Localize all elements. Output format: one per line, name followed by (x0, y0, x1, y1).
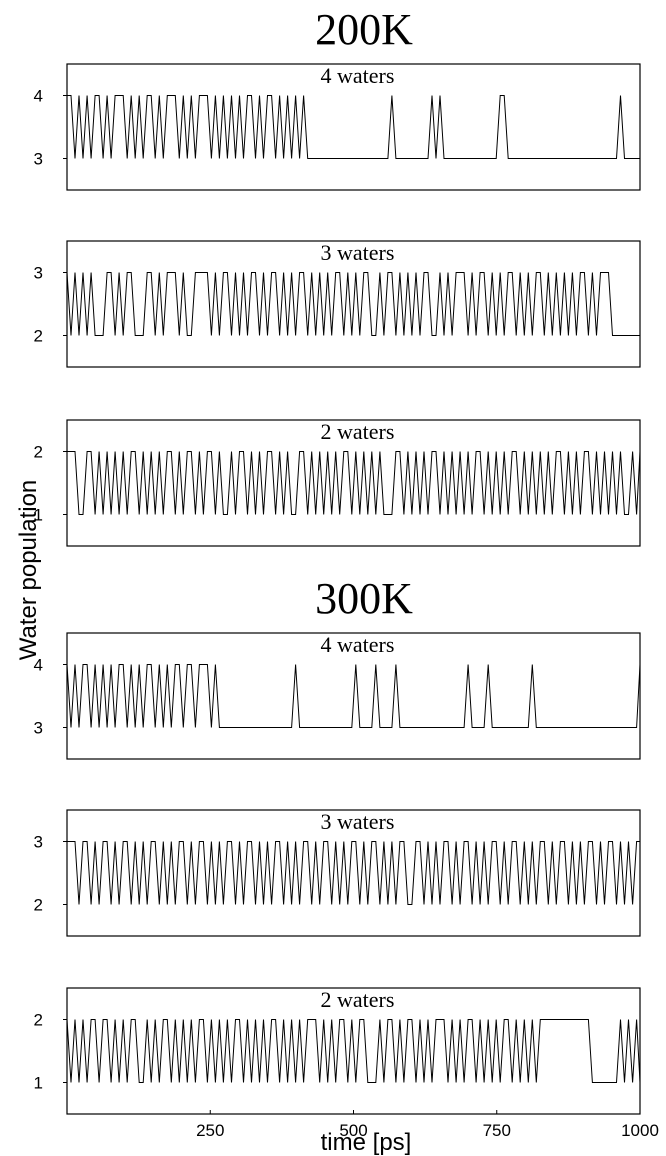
group-title-300k: 300K (315, 574, 413, 623)
y-tick-label: 3 (34, 833, 43, 852)
x-tick-label: 750 (483, 1121, 511, 1140)
panel-200K-2-waters: 2 waters 2 1 (34, 419, 641, 547)
panel-frame (66, 419, 641, 547)
panel-frame (66, 632, 641, 760)
y-axis-label: Water population (15, 480, 42, 661)
panels-container: 4 waters 4 3 3 waters 3 2 2 waters 2 1 4 waters 4 3… (34, 63, 641, 1115)
panel-label: 3 waters (321, 240, 395, 265)
series-line (67, 841, 640, 905)
series-line (66, 664, 641, 728)
panel-label: 4 waters (321, 632, 395, 657)
panel-label: 4 waters (321, 63, 395, 88)
panel-label: 3 waters (321, 809, 395, 834)
y-tick-label: 1 (34, 506, 43, 525)
panel-frame (66, 240, 641, 368)
x-tick-labels: 250 500 750 1000 (196, 1110, 659, 1140)
x-tick-label: 1000 (621, 1121, 659, 1140)
y-tick-label: 2 (34, 327, 43, 346)
panel-300K-4-waters: 4 waters 4 3 (34, 632, 641, 760)
y-tick-label: 1 (34, 1074, 43, 1093)
panel-frame (66, 63, 641, 191)
series-line (67, 451, 641, 515)
panel-300K-3-waters: 3 waters 3 2 (34, 809, 641, 937)
y-tick-label: 2 (34, 1011, 43, 1030)
x-tick-label: 500 (339, 1121, 367, 1140)
panel-label: 2 waters (321, 419, 395, 444)
x-axis-label: time [ps] (321, 1129, 412, 1156)
panel-frame (66, 809, 641, 937)
y-tick-label: 4 (34, 87, 43, 106)
y-tick-label: 2 (34, 443, 43, 462)
group-title-200k: 200K (315, 5, 413, 54)
y-tick-label: 4 (34, 656, 43, 675)
panel-300K-2-waters: 2 waters 2 1 (34, 987, 641, 1115)
series-line (66, 272, 640, 336)
panel-200K-3-waters: 3 waters 3 2 (34, 240, 641, 368)
x-tick-label: 250 (196, 1121, 224, 1140)
panel-label: 2 waters (321, 987, 395, 1012)
y-tick-label: 3 (34, 264, 43, 283)
panel-200K-4-waters: 4 waters 4 3 (34, 63, 641, 191)
y-tick-label: 3 (34, 150, 43, 169)
y-tick-label: 3 (34, 719, 43, 738)
y-tick-label: 2 (34, 896, 43, 915)
series-line (66, 1019, 641, 1083)
series-line (67, 95, 640, 159)
